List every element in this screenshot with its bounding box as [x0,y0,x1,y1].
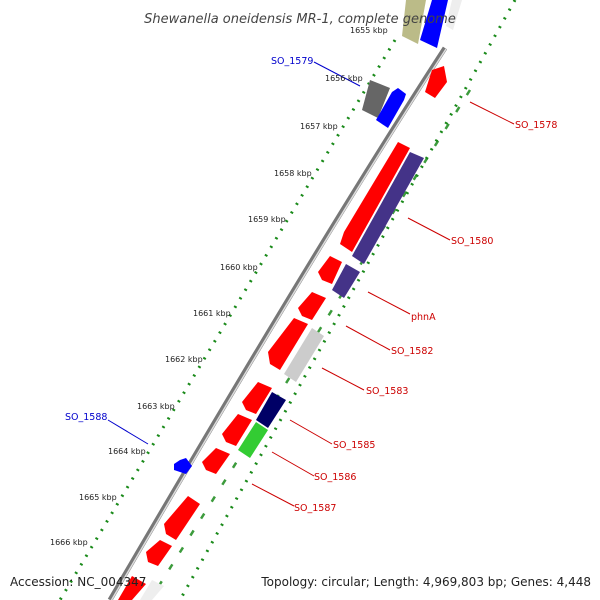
tick-label: 1659 kbp [248,215,286,224]
tick-label: 1656 kbp [325,74,363,83]
genome-backbone-highlight [110,48,447,600]
gene-label-so-1583[interactable]: SO_1583 [366,386,408,397]
forward-label-leaders [107,61,361,445]
tick-label: 1665 kbp [79,493,117,502]
gene-label-so-1585[interactable]: SO_1585 [333,440,375,451]
feature-red-small-5 [202,448,230,474]
gene-label-so-1586[interactable]: SO_1586 [314,472,356,483]
feature-lightgray [284,328,324,382]
tick-label: 1660 kbp [220,263,258,272]
feature-white-top [446,0,462,30]
tick-label: 1657 kbp [300,122,338,131]
gene-label-so-1579[interactable]: SO_1579 [271,56,313,67]
feature-olive [402,0,426,44]
tick-label: 1661 kbp [193,309,231,318]
lane-inner-dots [178,0,517,600]
gene-label-so-1587[interactable]: SO_1587 [294,503,336,514]
tick-label: 1666 kbp [50,538,88,547]
feature-red-small-1 [318,256,342,284]
feature-so-1588 [174,458,192,474]
map-title: Shewanella oneidensis MR-1, complete gen… [144,12,456,27]
feature-red-bottom [118,576,146,600]
feature-green [238,422,268,458]
tick-label: 1662 kbp [165,355,203,364]
tick-label: 1658 kbp [274,169,312,178]
feature-navy [256,392,286,428]
gene-label-so-1588[interactable]: SO_1588 [65,412,107,423]
genome-backbone [107,46,448,600]
feature-red-small-6 [146,540,172,566]
reverse-label-leaders [251,101,515,507]
feature-blue-top [420,0,448,48]
gene-label-phna[interactable]: phnA [411,312,436,323]
tick-label: 1655 kbp [350,26,388,35]
feature-gray-block [362,80,390,118]
feature-red-small-3 [242,382,272,414]
feature-red-long-3 [164,496,200,540]
gene-label-so-1582[interactable]: SO_1582 [391,346,433,357]
feature-so-1579 [376,88,406,128]
feature-purple-short [332,264,360,298]
genome-summary-text: Topology: circular; Length: 4,969,803 bp… [260,575,591,589]
gene-label-so-1578[interactable]: SO_1578 [515,120,557,131]
feature-red-small-4 [222,414,252,446]
feature-so-1578 [425,66,447,98]
feature-white-bottom [140,580,164,600]
gene-label-so-1580[interactable]: SO_1580 [451,236,493,247]
feature-red-long-1 [340,142,410,252]
accession-text: Accession: NC_004347 [10,575,146,589]
tick-label: 1663 kbp [137,402,175,411]
feature-red-small-2 [298,292,326,320]
tick-label: 1664 kbp [108,447,146,456]
feature-purple-long [352,152,424,264]
feature-red-long-2 [268,318,308,370]
